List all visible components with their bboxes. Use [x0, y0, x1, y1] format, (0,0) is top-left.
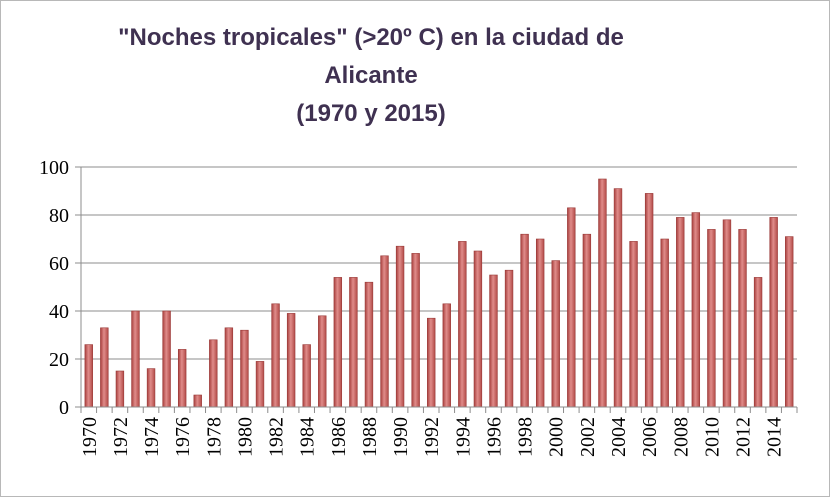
bar-1981 [255, 361, 265, 408]
bar-2006 [644, 193, 654, 408]
bar-2001 [567, 207, 576, 408]
x-tick-label: 1990 [390, 417, 412, 457]
bar-1973 [131, 310, 140, 408]
bar-1975 [162, 310, 171, 408]
x-tick-label: 1988 [359, 417, 381, 457]
bar-1970 [84, 344, 93, 408]
y-tick-label: 80 [49, 205, 69, 227]
bar-1991 [411, 253, 420, 408]
x-tick-label: 2010 [701, 417, 723, 457]
x-tick-label: 1982 [266, 417, 288, 457]
x-tick-label: 1970 [79, 417, 101, 457]
bar-1984 [302, 344, 311, 408]
bar-1986 [333, 277, 343, 408]
x-tick-label: 2012 [733, 417, 755, 457]
bar-2004 [613, 188, 623, 408]
bar-1976 [177, 349, 187, 408]
bar-2008 [676, 217, 685, 408]
bar-2011 [722, 219, 732, 408]
bar-1990 [395, 245, 405, 408]
x-tick-label: 2006 [639, 417, 661, 457]
bar-1987 [349, 277, 358, 408]
bar-1983 [286, 313, 296, 408]
bar-2010 [707, 229, 716, 408]
x-tick-label: 1980 [234, 417, 256, 457]
chart-title: "Noches tropicales" (>20º C) en la ciuda… [118, 24, 624, 127]
axes [75, 166, 798, 413]
x-tick-label: 1976 [172, 417, 194, 457]
x-tick-label: 1992 [421, 417, 443, 457]
x-tick-label: 2008 [670, 417, 692, 457]
x-tick-label: 1996 [483, 417, 505, 457]
bar-2015 [785, 236, 794, 408]
bar-1971 [100, 327, 109, 408]
x-tick-label: 2004 [608, 417, 630, 457]
bar-2014 [769, 217, 778, 408]
bar-1988 [364, 281, 374, 408]
bar-1993 [442, 303, 451, 408]
bar-2009 [691, 212, 701, 408]
x-tick-label: 1984 [297, 417, 319, 457]
bar-2007 [660, 238, 669, 408]
x-tick-label: 1972 [110, 417, 132, 457]
bar-2003 [598, 178, 607, 408]
gridlines [81, 166, 797, 360]
bar-1980 [240, 329, 249, 408]
y-tick-label: 100 [39, 157, 69, 179]
bars [84, 178, 794, 408]
bar-2012 [738, 229, 747, 408]
bar-1982 [271, 303, 280, 408]
x-tick-label: 2014 [764, 417, 786, 457]
x-tick-label: 1986 [328, 417, 350, 457]
y-tick-label: 40 [49, 301, 69, 323]
x-tick-label: 2002 [577, 417, 599, 457]
bar-1997 [504, 269, 514, 408]
bar-1994 [458, 241, 467, 408]
bar-1998 [520, 233, 529, 408]
y-tick-label: 60 [49, 253, 69, 275]
x-tick-label: 1974 [141, 417, 163, 457]
bar-1996 [489, 274, 498, 408]
x-tick-label: 1994 [452, 417, 474, 457]
bar-1978 [209, 339, 218, 408]
y-tick-label: 20 [49, 349, 69, 371]
bar-2000 [551, 260, 560, 408]
bar-1979 [224, 327, 234, 408]
bar-1972 [115, 370, 125, 408]
bar-1985 [318, 315, 327, 408]
bar-1989 [380, 255, 389, 408]
bar-2002 [582, 233, 592, 408]
tick-labels: 0 20 40 60 80 100 1970 1972 1974 1976 1978 1980 1982… [39, 157, 786, 457]
x-tick-label: 1978 [203, 417, 225, 457]
bar-1977 [193, 394, 202, 408]
bar-2013 [753, 277, 763, 408]
y-tick-label: 0 [59, 397, 69, 419]
x-tick-label: 1998 [515, 417, 537, 457]
bar-1995 [473, 250, 483, 408]
bar-1992 [427, 317, 436, 408]
bar-2005 [629, 241, 638, 408]
x-tick-label: 2000 [546, 417, 568, 457]
bar-1974 [146, 368, 156, 408]
bar-1999 [535, 238, 545, 408]
